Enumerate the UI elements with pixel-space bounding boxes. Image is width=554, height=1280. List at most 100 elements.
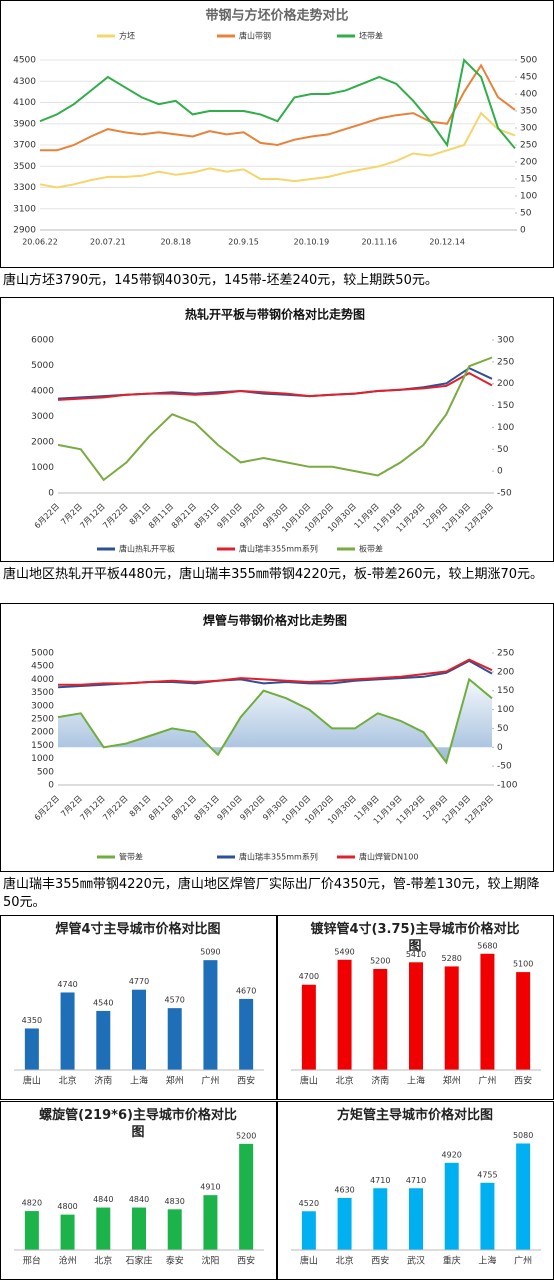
bar [167,1008,182,1070]
value-label: 4670 [236,986,256,995]
y2-tick-label: 0 [520,226,526,236]
bar [203,960,218,1070]
value-label: 5080 [513,1131,533,1140]
value-label: 5680 [477,941,497,950]
x-tick-label: 20.9.15 [228,238,259,247]
bar [480,1182,495,1250]
value-label: 4830 [165,1197,185,1206]
value-label: 4920 [442,1150,462,1159]
y2-tick-label: 0 [497,467,503,477]
bar [60,1214,75,1250]
legend-label: 唐山瑞丰355mm系列 [239,852,318,862]
value-label: 4350 [22,1016,42,1025]
y2-tick-label: 50 [520,209,532,219]
bar [203,1195,218,1250]
y2-tick-label: 450 [520,73,537,83]
chart-title: 焊管与带钢价格对比走势图 [203,613,347,628]
y-tick-label: 6000 [31,336,54,346]
x-tick-label: 北京 [94,1255,112,1267]
x-tick-label: 北京 [336,1075,354,1087]
y2-tick-label: 200 [520,158,537,168]
x-tick-label: 7月22日 [101,794,129,822]
x-tick-label: 广州 [201,1075,219,1087]
value-label: 5490 [334,947,354,956]
bar [24,1211,39,1250]
bar [167,1209,182,1250]
y2-tick-label: 50 [497,445,509,455]
x-tick-label: 上海 [478,1255,496,1267]
y-tick-label: 1000 [31,463,54,473]
value-label: 4700 [299,972,319,981]
value-label: 5100 [513,960,533,969]
value-label: 4840 [129,1195,149,1204]
y-tick-label: 0 [48,781,54,791]
value-label: 4755 [477,1170,497,1179]
x-tick-label: 唐山 [23,1075,41,1087]
bar [301,1211,316,1250]
x-tick-label: 20.8.18 [160,238,191,247]
y-tick-label: 5000 [31,649,54,659]
x-tick-label: 泰安 [166,1255,184,1267]
y2-tick-label: 100 [497,423,514,433]
chart-title: 方矩管主导城市价格对比图 [336,1108,493,1123]
y2-tick-label: 500 [520,56,537,66]
y2-tick-label: 300 [497,336,514,346]
x-tick-label: 石家庄 [125,1255,152,1267]
value-label: 4570 [165,996,185,1005]
x-tick-label: 北京 [59,1075,77,1087]
caption: 唐山瑞丰355㎜带钢4220元，唐山地区焊管厂实际出厂价4350元，管-带差13… [3,877,540,910]
y2-tick-label: 150 [497,686,514,696]
y-tick-label: 4500 [13,56,36,66]
x-tick-label: 上海 [407,1075,425,1087]
y2-tick-label: 400 [520,90,537,100]
y-tick-label: 3000 [31,701,54,711]
line [57,356,493,482]
y-tick-label: 3100 [13,204,36,214]
legend-label: 坯带差 [359,31,383,41]
x-tick-label: 武汉 [407,1255,425,1267]
x-tick-label: 郑州 [443,1075,461,1087]
y2-tick-label: 100 [497,705,514,715]
y-tick-label: 0 [48,489,54,499]
y-tick-label: 4500 [31,662,54,672]
y2-tick-label: 150 [497,401,514,411]
y2-tick-label: 200 [497,667,514,677]
y-tick-label: 2000 [31,438,54,448]
bar [516,1143,531,1250]
line [40,63,516,152]
bar [239,1143,254,1250]
y-tick-label: 1500 [31,741,54,751]
legend-label: 板带差 [359,544,383,554]
x-tick-label: 20.10.19 [294,238,330,247]
legend-label: 唐山瑞丰355mm系列 [239,544,318,554]
y-tick-label: 4000 [31,675,54,685]
bar [373,968,388,1070]
value-label: 5410 [406,950,426,959]
x-tick-label: 20.11.16 [361,238,397,247]
y-tick-label: 500 [37,767,54,777]
x-tick-label: 邢台 [23,1255,41,1267]
y2-tick-label: -100 [497,781,518,791]
bar [96,1010,111,1070]
bar [444,1162,459,1250]
y2-tick-label: 350 [520,107,537,117]
x-tick-label: 西安 [237,1075,255,1087]
value-label: 5200 [370,956,390,965]
bar [301,984,316,1070]
y-tick-label: 2500 [31,715,54,725]
value-label: 4820 [22,1199,42,1208]
value-label: 4740 [57,980,77,989]
line [39,111,516,189]
line [39,57,516,150]
y-tick-label: 3500 [13,162,36,172]
value-label: 5090 [200,948,220,957]
y-tick-label: 5000 [31,361,54,371]
x-tick-label: 广州 [478,1075,496,1087]
bar [480,953,495,1070]
y2-tick-label: 100 [520,192,537,202]
legend-label: 唐山焊管DN100 [359,852,418,862]
x-tick-label: 西安 [514,1075,532,1087]
